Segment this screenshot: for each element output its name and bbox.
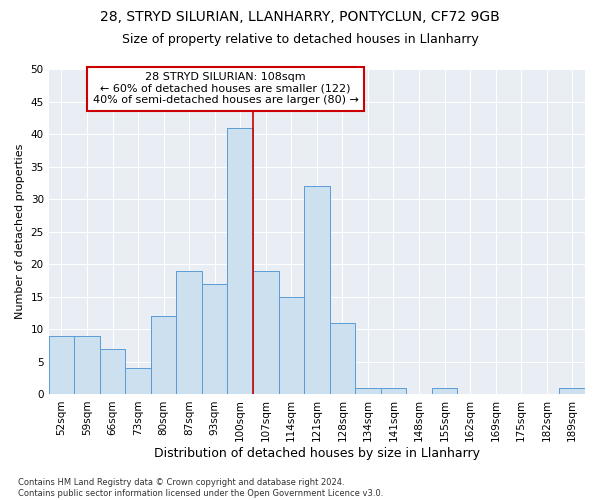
X-axis label: Distribution of detached houses by size in Llanharry: Distribution of detached houses by size … <box>154 447 480 460</box>
Bar <box>125 368 151 394</box>
Bar <box>49 336 74 394</box>
Bar <box>253 271 278 394</box>
Text: 28, STRYD SILURIAN, LLANHARRY, PONTYCLUN, CF72 9GB: 28, STRYD SILURIAN, LLANHARRY, PONTYCLUN… <box>100 10 500 24</box>
Bar <box>355 388 380 394</box>
Bar <box>100 349 125 395</box>
Bar <box>227 128 253 394</box>
Text: Size of property relative to detached houses in Llanharry: Size of property relative to detached ho… <box>122 32 478 46</box>
Text: 28 STRYD SILURIAN: 108sqm
← 60% of detached houses are smaller (122)
40% of semi: 28 STRYD SILURIAN: 108sqm ← 60% of detac… <box>93 72 359 106</box>
Text: Contains HM Land Registry data © Crown copyright and database right 2024.
Contai: Contains HM Land Registry data © Crown c… <box>18 478 383 498</box>
Bar <box>380 388 406 394</box>
Bar <box>202 284 227 395</box>
Y-axis label: Number of detached properties: Number of detached properties <box>15 144 25 320</box>
Bar <box>329 323 355 394</box>
Bar <box>278 297 304 394</box>
Bar <box>432 388 457 394</box>
Bar <box>74 336 100 394</box>
Bar <box>559 388 585 394</box>
Bar <box>151 316 176 394</box>
Bar <box>176 271 202 394</box>
Bar <box>304 186 329 394</box>
